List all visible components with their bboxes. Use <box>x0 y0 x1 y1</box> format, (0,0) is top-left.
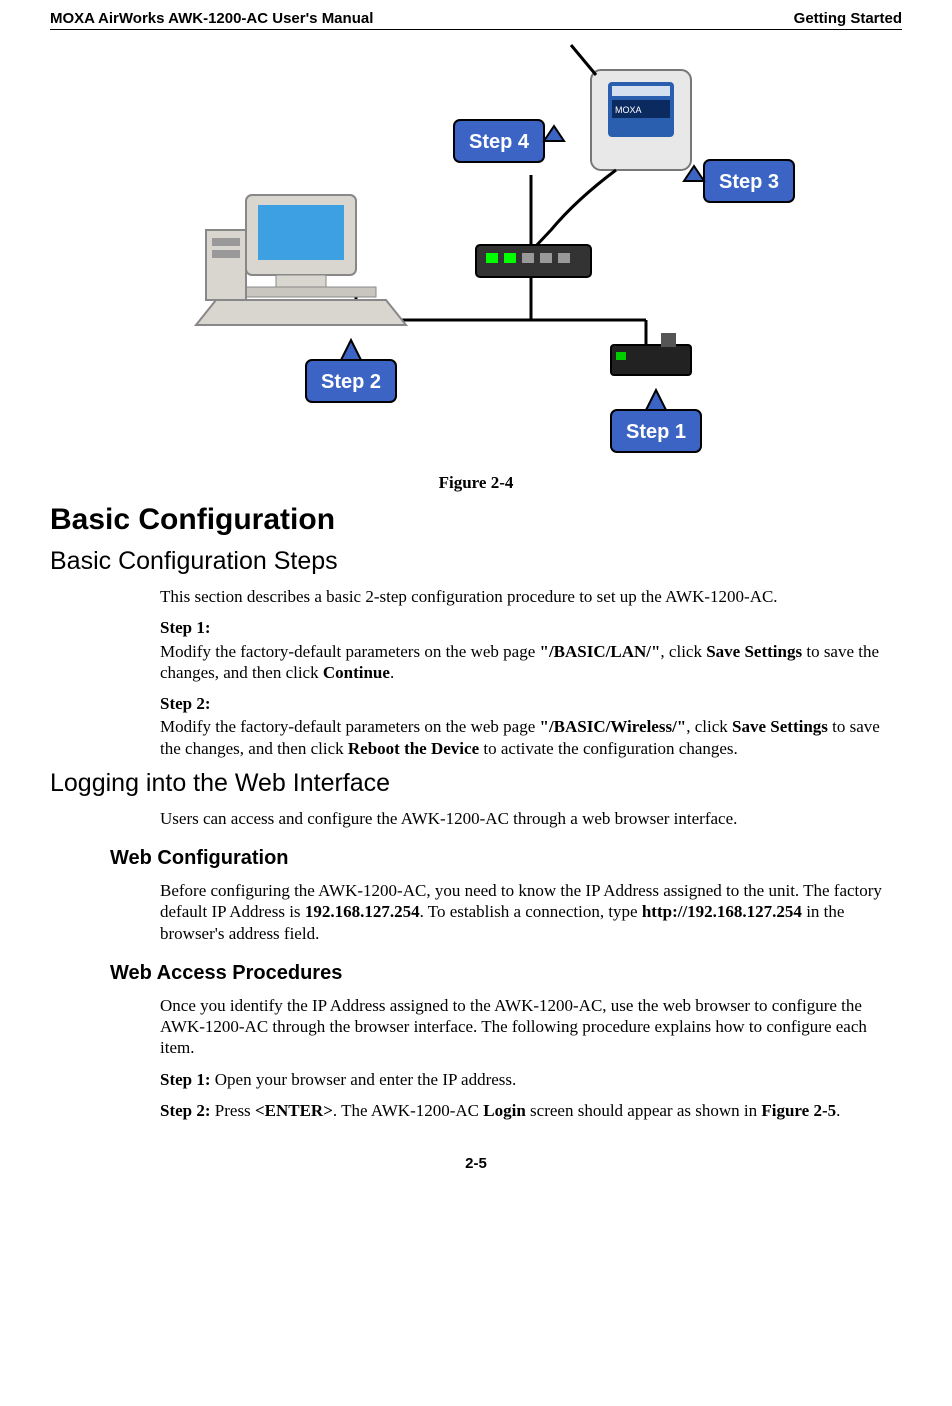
step2-label: Step 2: <box>160 694 211 713</box>
step3-label-icon: Step 3 <box>684 160 794 202</box>
step1-text: Modify the factory-default parameters on… <box>160 641 892 684</box>
heading-basic-config-steps: Basic Configuration Steps <box>50 547 902 576</box>
svg-text:Step 1: Step 1 <box>626 421 686 443</box>
logging-text: Users can access and configure the AWK-1… <box>160 808 892 829</box>
step2-text: Modify the factory-default parameters on… <box>160 716 892 759</box>
wa-step1: Step 1: Open your browser and enter the … <box>160 1069 892 1090</box>
step2-block: Step 2: <box>160 693 892 714</box>
figure-caption: Figure 2-4 <box>50 473 902 493</box>
header-left: MOXA AirWorks AWK-1200-AC User's Manual <box>50 10 373 27</box>
heading-basic-configuration: Basic Configuration <box>50 503 902 537</box>
heading-web-configuration: Web Configuration <box>110 847 902 870</box>
page-number: 2-5 <box>50 1155 902 1172</box>
computer-icon <box>196 195 406 325</box>
heading-web-access: Web Access Procedures <box>110 962 902 985</box>
svg-text:Step 2: Step 2 <box>321 371 381 393</box>
step4-label-icon: Step 4 <box>454 120 564 162</box>
device-icon <box>611 333 691 375</box>
intro-text: This section describes a basic 2-step co… <box>160 586 892 607</box>
web-access-text: Once you identify the IP Address assigne… <box>160 995 892 1059</box>
header-right: Getting Started <box>794 10 902 27</box>
step1-label-icon: Step 1 <box>611 390 701 452</box>
page-header: MOXA AirWorks AWK-1200-AC User's Manual … <box>50 10 902 30</box>
network-diagram-icon: MOXA Step 3 Step 4 <box>156 40 796 460</box>
heading-logging-web: Logging into the Web Interface <box>50 769 902 798</box>
svg-text:Step 4: Step 4 <box>469 131 530 153</box>
hub-icon <box>476 245 591 277</box>
svg-text:MOXA: MOXA <box>615 105 642 115</box>
wa-step2: Step 2: Press <ENTER>. The AWK-1200-AC L… <box>160 1100 892 1121</box>
figure-2-4: MOXA Step 3 Step 4 <box>50 40 902 493</box>
web-config-text: Before configuring the AWK-1200-AC, you … <box>160 880 892 944</box>
step1-label: Step 1: <box>160 618 211 637</box>
svg-text:Step 3: Step 3 <box>719 171 779 193</box>
access-point-icon: MOXA <box>534 45 691 248</box>
step1-block: Step 1: <box>160 617 892 638</box>
step2-label-icon: Step 2 <box>306 340 396 402</box>
